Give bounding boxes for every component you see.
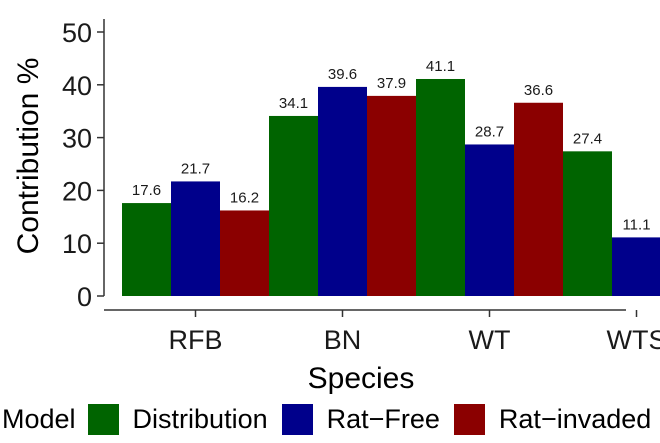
data-label-rfb-distribution: 17.6: [132, 182, 161, 199]
bar-rfb-rat-free: [171, 181, 220, 296]
data-label-wts-rat-free: 11.1: [622, 216, 650, 233]
x-tick-label-rfb: RFB: [169, 325, 223, 355]
y-tick-label-40: 40: [62, 71, 92, 101]
y-tick-label-50: 50: [62, 18, 92, 48]
y-tick-label-20: 20: [62, 176, 92, 206]
bar-wts-distribution: [563, 151, 612, 296]
y-tick-label-10: 10: [62, 229, 92, 259]
y-axis-title: Contribution %: [12, 58, 45, 255]
legend-swatch-distribution: [87, 404, 119, 435]
bar-bn-rat-free: [318, 86, 367, 296]
legend: Model Distribution Rat−Free Rat−invaded: [0, 396, 660, 443]
data-label-bn-distribution: 34.1: [279, 95, 308, 112]
data-label-bn-rat-free: 39.6: [328, 66, 357, 83]
data-label-rfb-rat-invaded: 16.2: [230, 189, 259, 206]
legend-title: Model: [2, 404, 76, 434]
bar-chart: 0 10 20 30 40 50 RFB BN WT WTS 17.6 21.7 16.2 34.1 3…: [12, 18, 660, 395]
data-labels: 17.6 21.7 16.2 34.1 39.6 37.9 41.1 28.7 36.6 27.4…: [132, 58, 651, 233]
x-tick-label-wt: WT: [469, 325, 511, 355]
bar-wt-rat-invaded: [514, 102, 563, 296]
bar-rfb-rat-invaded: [220, 210, 269, 296]
legend-label-rat-free: Rat−Free: [326, 404, 440, 434]
bar-rfb-distribution: [122, 203, 171, 296]
data-label-wt-distribution: 41.1: [426, 58, 455, 75]
data-label-wt-rat-invaded: 36.6: [524, 82, 553, 99]
bar-wt-distribution: [416, 78, 465, 296]
y-tick-label-0: 0: [77, 282, 92, 312]
legend-label-rat-invaded: Rat−invaded: [498, 404, 652, 434]
x-axis-title: Species: [308, 362, 415, 395]
bars: [122, 78, 660, 297]
y-axis: 0 10 20 30 40 50: [62, 18, 105, 312]
data-label-rfb-rat-free: 21.7: [181, 160, 210, 177]
legend-item-rat-invaded: Rat−invaded: [453, 404, 652, 435]
data-label-bn-rat-invaded: 37.9: [377, 75, 406, 92]
data-label-wts-distribution: 27.4: [573, 130, 602, 147]
legend-swatch-rat-invaded: [453, 404, 485, 435]
bar-wts-rat-free: [612, 237, 660, 296]
legend-item-rat-free: Rat−Free: [281, 404, 440, 435]
x-axis: RFB BN WT WTS: [104, 309, 660, 355]
legend-swatch-rat-free: [281, 404, 313, 435]
y-tick-label-30: 30: [62, 124, 92, 154]
legend-label-distribution: Distribution: [132, 404, 268, 434]
x-tick-label-bn: BN: [324, 325, 362, 355]
data-label-wt-rat-free: 28.7: [475, 123, 504, 140]
bar-bn-distribution: [269, 115, 318, 297]
bar-bn-rat-invaded: [367, 95, 416, 296]
x-tick-label-wts: WTS: [607, 325, 660, 355]
bar-wt-rat-free: [465, 144, 514, 296]
legend-item-distribution: Distribution: [87, 404, 268, 435]
